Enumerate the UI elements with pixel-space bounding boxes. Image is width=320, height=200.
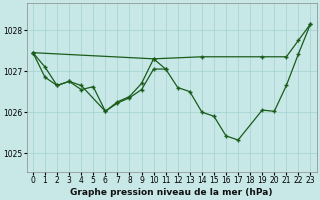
X-axis label: Graphe pression niveau de la mer (hPa): Graphe pression niveau de la mer (hPa) <box>70 188 273 197</box>
